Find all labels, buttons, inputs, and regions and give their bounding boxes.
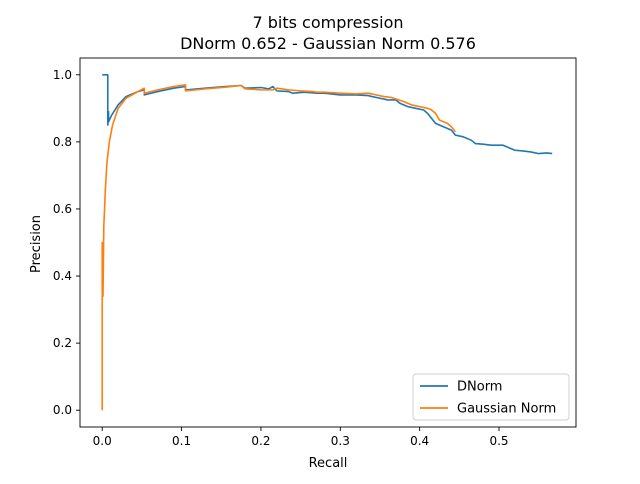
x-tick-label: 0.3 <box>331 434 350 448</box>
chart-title-line-2: DNorm 0.652 - Gaussian Norm 0.576 <box>180 34 476 53</box>
legend-entry-label: DNorm <box>457 380 502 395</box>
chart-title-line-1: 7 bits compression <box>252 13 403 32</box>
y-tick-label: 0.8 <box>53 135 72 149</box>
y-tick-label: 0.6 <box>53 202 72 216</box>
y-tick-label: 1.0 <box>53 68 72 82</box>
axes-frame <box>79 57 577 428</box>
x-tick-label: 0.5 <box>489 434 508 448</box>
y-tick-label: 0.4 <box>53 269 72 283</box>
plot-area: 0.0 0.1 0.2 0.3 0.4 0.5 0.0 0.2 0.4 0.6 0.8 1.0 <box>53 57 577 448</box>
y-axis-label: Precision <box>29 215 44 273</box>
legend-box <box>412 373 570 421</box>
y-tick-label: 0.0 <box>53 403 72 417</box>
x-tick-label: 0.0 <box>93 434 112 448</box>
x-tick-label: 0.1 <box>172 434 191 448</box>
x-tick-label: 0.2 <box>251 434 270 448</box>
legend: DNorm Gaussian Norm <box>412 373 570 421</box>
x-axis-label: Recall <box>309 456 348 471</box>
legend-entry-label: Gaussian Norm <box>457 402 556 417</box>
x-tick-label: 0.4 <box>410 434 429 448</box>
series-line-gaussian-norm <box>101 84 456 411</box>
y-tick-label: 0.2 <box>53 336 72 350</box>
